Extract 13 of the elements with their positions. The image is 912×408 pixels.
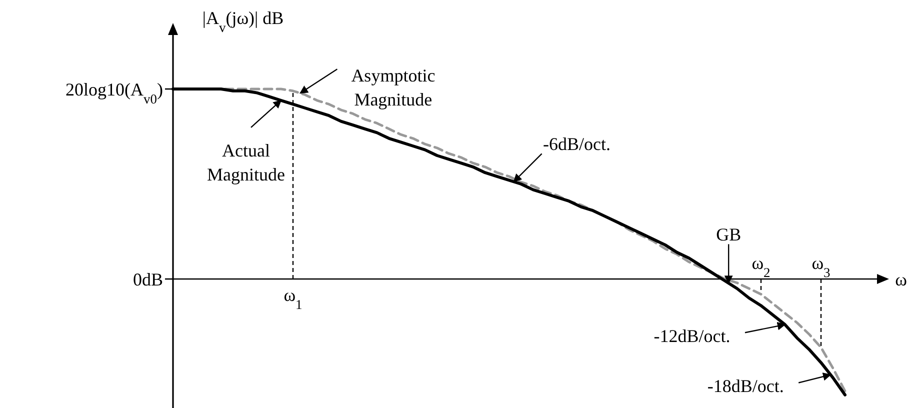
annotation: GB [716, 224, 742, 244]
x-tick-label: ω$_{1}$ [284, 285, 302, 312]
x-tick-label: ω$_{2}$ [752, 253, 770, 280]
text: 0dB [132, 269, 163, 290]
y-axis-title: |A$_{v}$(jω)| dB [202, 8, 284, 34]
annotation: -12dB/oct. [654, 326, 730, 346]
annotation: -6dB/oct. [543, 134, 611, 154]
x-tick-label: ω$_{3}$ [812, 253, 831, 280]
text: 20log10(A$_{v0}$) [66, 79, 163, 106]
annotation: Actual Magnitude [207, 140, 285, 185]
x-axis-title: ω [895, 269, 908, 290]
annotation: -18dB/oct. [707, 376, 784, 396]
annotation: Asymptotic Magnitude [351, 65, 436, 110]
